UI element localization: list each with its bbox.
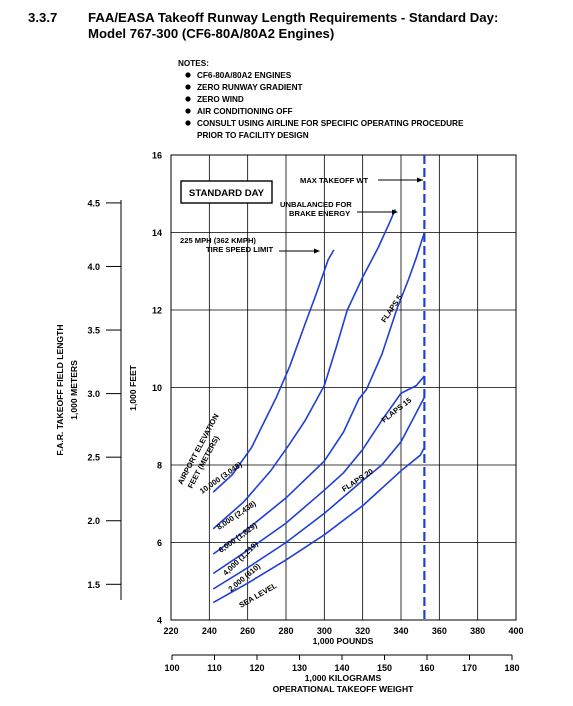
x-tick-label: 340	[393, 626, 408, 636]
series-line-1	[212, 396, 426, 590]
series-line-4	[212, 208, 397, 530]
axis-ticks: 220 240 260 280 300 320 340 360 380 400 4 6 8 10 12 14 1…	[87, 151, 523, 674]
y-tick-label: 10	[152, 383, 162, 393]
bullet-icon	[185, 84, 191, 90]
series-line-5	[212, 249, 335, 493]
kg-tick-label: 180	[504, 663, 519, 673]
x-tick-label: 300	[317, 626, 332, 636]
note-item: ZERO WIND	[197, 95, 244, 104]
max-takeoff-label: MAX TAKEOFF WT	[300, 176, 369, 185]
x-tick-label: 260	[240, 626, 255, 636]
arrow-icon	[392, 209, 398, 215]
meter-tick-label: 1.5	[87, 580, 100, 590]
kg-tick-label: 140	[334, 663, 349, 673]
grid	[171, 155, 516, 620]
meter-tick-label: 2.0	[87, 516, 100, 526]
brake-energy-label-1: UNBALANCED FOR	[280, 200, 352, 209]
section-number: 3.3.7	[28, 10, 58, 25]
kg-axis-title: 1,000 KILOGRAMS	[305, 673, 382, 683]
x-axis-title: 1,000 POUNDS	[313, 636, 374, 646]
curves	[212, 208, 426, 604]
y-tick-label: 16	[152, 151, 162, 161]
y-tick-label: 8	[157, 461, 162, 471]
meter-tick-label: 3.5	[87, 326, 100, 336]
meter-tick-label: 4.5	[87, 198, 100, 208]
x-tick-label: 320	[355, 626, 370, 636]
kg-tick-label: 110	[207, 663, 222, 673]
arrow-icon	[314, 248, 320, 254]
x-tick-label: 220	[163, 626, 178, 636]
series-line-2	[212, 375, 426, 575]
arrow-icon	[417, 177, 423, 183]
bullet-icon	[185, 96, 191, 102]
page-title-line2: Model 767-300 (CF6-80A/80A2 Engines)	[88, 26, 335, 41]
x-tick-label: 240	[202, 626, 217, 636]
x-tick-label: 400	[508, 626, 523, 636]
bullet-icon	[185, 120, 191, 126]
y-tick-label: 12	[152, 306, 162, 316]
meter-tick-label: 3.0	[87, 389, 100, 399]
note-item: PRIOR TO FACILITY DESIGN	[197, 131, 309, 140]
kg-tick-label: 170	[462, 663, 477, 673]
notes-block: NOTES: CF6-80A/80A2 ENGINES ZERO RUNWAY …	[178, 59, 464, 140]
meter-axis-title: F.A.R. TAKEOFF FIELD LENGTH	[55, 324, 65, 455]
bullet-icon	[185, 108, 191, 114]
meter-tick-label: 2.5	[87, 453, 100, 463]
note-item: ZERO RUNWAY GRADIENT	[197, 83, 303, 92]
note-item: AIR CONDITIONING OFF	[197, 107, 293, 116]
page-title-line1: FAA/EASA Takeoff Runway Length Requireme…	[88, 10, 499, 25]
note-item: CF6-80A/80A2 ENGINES	[197, 71, 292, 80]
kg-axis-subtitle: OPERATIONAL TAKEOFF WEIGHT	[273, 684, 415, 694]
kg-tick-label: 160	[419, 663, 434, 673]
x-tick-label: 360	[432, 626, 447, 636]
y-tick-label: 14	[152, 228, 162, 238]
kg-tick-label: 150	[377, 663, 392, 673]
kg-tick-label: 130	[292, 663, 307, 673]
notes-heading: NOTES:	[178, 59, 209, 68]
series-line-3	[212, 232, 426, 555]
tire-limit-label-1: 225 MPH (362 KMPH)	[180, 236, 256, 245]
kg-tick-label: 120	[249, 663, 264, 673]
chart-title: STANDARD DAY	[189, 188, 265, 199]
y-axis-title: 1,000 FEET	[128, 364, 138, 411]
x-tick-label: 280	[278, 626, 293, 636]
annotations: MAX TAKEOFF WT UNBALANCED FOR BRAKE ENER…	[176, 176, 423, 494]
kg-tick-label: 100	[164, 663, 179, 673]
bullet-icon	[185, 72, 191, 78]
x-tick-label: 380	[470, 626, 485, 636]
tire-limit-label-2: TIRE SPEED LIMIT	[206, 245, 273, 254]
series-line-0	[212, 447, 426, 604]
y-tick-label: 6	[157, 538, 162, 548]
note-item: CONSULT USING AIRLINE FOR SPECIFIC OPERA…	[197, 119, 464, 128]
standard-day-box	[180, 180, 273, 204]
brake-energy-label-2: BRAKE ENERGY	[289, 209, 350, 218]
meter-tick-label: 4.0	[87, 262, 100, 272]
y-tick-label: 4	[157, 616, 162, 626]
meter-axis-subtitle: 1,000 METERS	[69, 360, 79, 420]
